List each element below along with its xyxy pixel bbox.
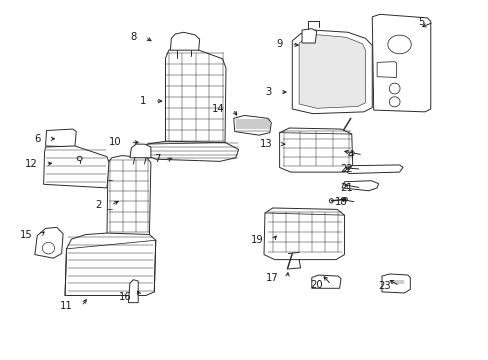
Polygon shape [341,181,378,191]
Polygon shape [344,165,402,174]
Text: 13: 13 [260,139,272,149]
Polygon shape [65,233,156,296]
Polygon shape [371,14,430,112]
Polygon shape [170,32,199,50]
Polygon shape [264,208,344,260]
Polygon shape [311,275,340,288]
Polygon shape [130,144,151,158]
Polygon shape [233,116,271,135]
Text: 4: 4 [347,150,353,160]
Polygon shape [128,280,138,303]
Text: 18: 18 [335,197,347,207]
Polygon shape [43,146,109,188]
Text: 20: 20 [309,280,322,290]
Text: 5: 5 [418,17,424,27]
Polygon shape [376,62,396,77]
Polygon shape [292,30,371,114]
Polygon shape [35,227,63,258]
Text: 1: 1 [140,96,146,106]
Text: 17: 17 [265,273,278,283]
Text: 23: 23 [377,281,390,291]
Text: 8: 8 [130,32,136,42]
Text: 3: 3 [264,87,271,97]
Text: 11: 11 [60,301,73,311]
Polygon shape [107,156,151,235]
Text: 22: 22 [339,164,352,174]
Text: 12: 12 [24,159,37,169]
Text: 6: 6 [34,134,41,144]
Text: 16: 16 [119,292,131,302]
Text: 2: 2 [96,200,102,210]
Text: 15: 15 [20,230,32,239]
Polygon shape [299,35,365,108]
Polygon shape [45,129,76,147]
Polygon shape [302,29,316,43]
Text: 21: 21 [339,183,352,193]
Polygon shape [279,128,352,172]
Polygon shape [165,46,225,147]
Text: 10: 10 [109,138,122,147]
Text: 7: 7 [154,154,160,164]
Polygon shape [143,141,238,161]
Text: 19: 19 [251,235,264,245]
Text: 9: 9 [276,40,282,49]
Polygon shape [381,274,409,293]
Text: 14: 14 [211,104,224,114]
